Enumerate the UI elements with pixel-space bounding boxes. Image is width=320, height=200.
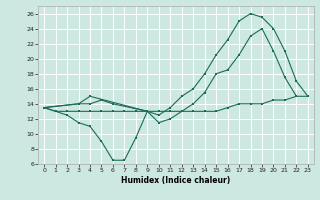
X-axis label: Humidex (Indice chaleur): Humidex (Indice chaleur)	[121, 176, 231, 185]
